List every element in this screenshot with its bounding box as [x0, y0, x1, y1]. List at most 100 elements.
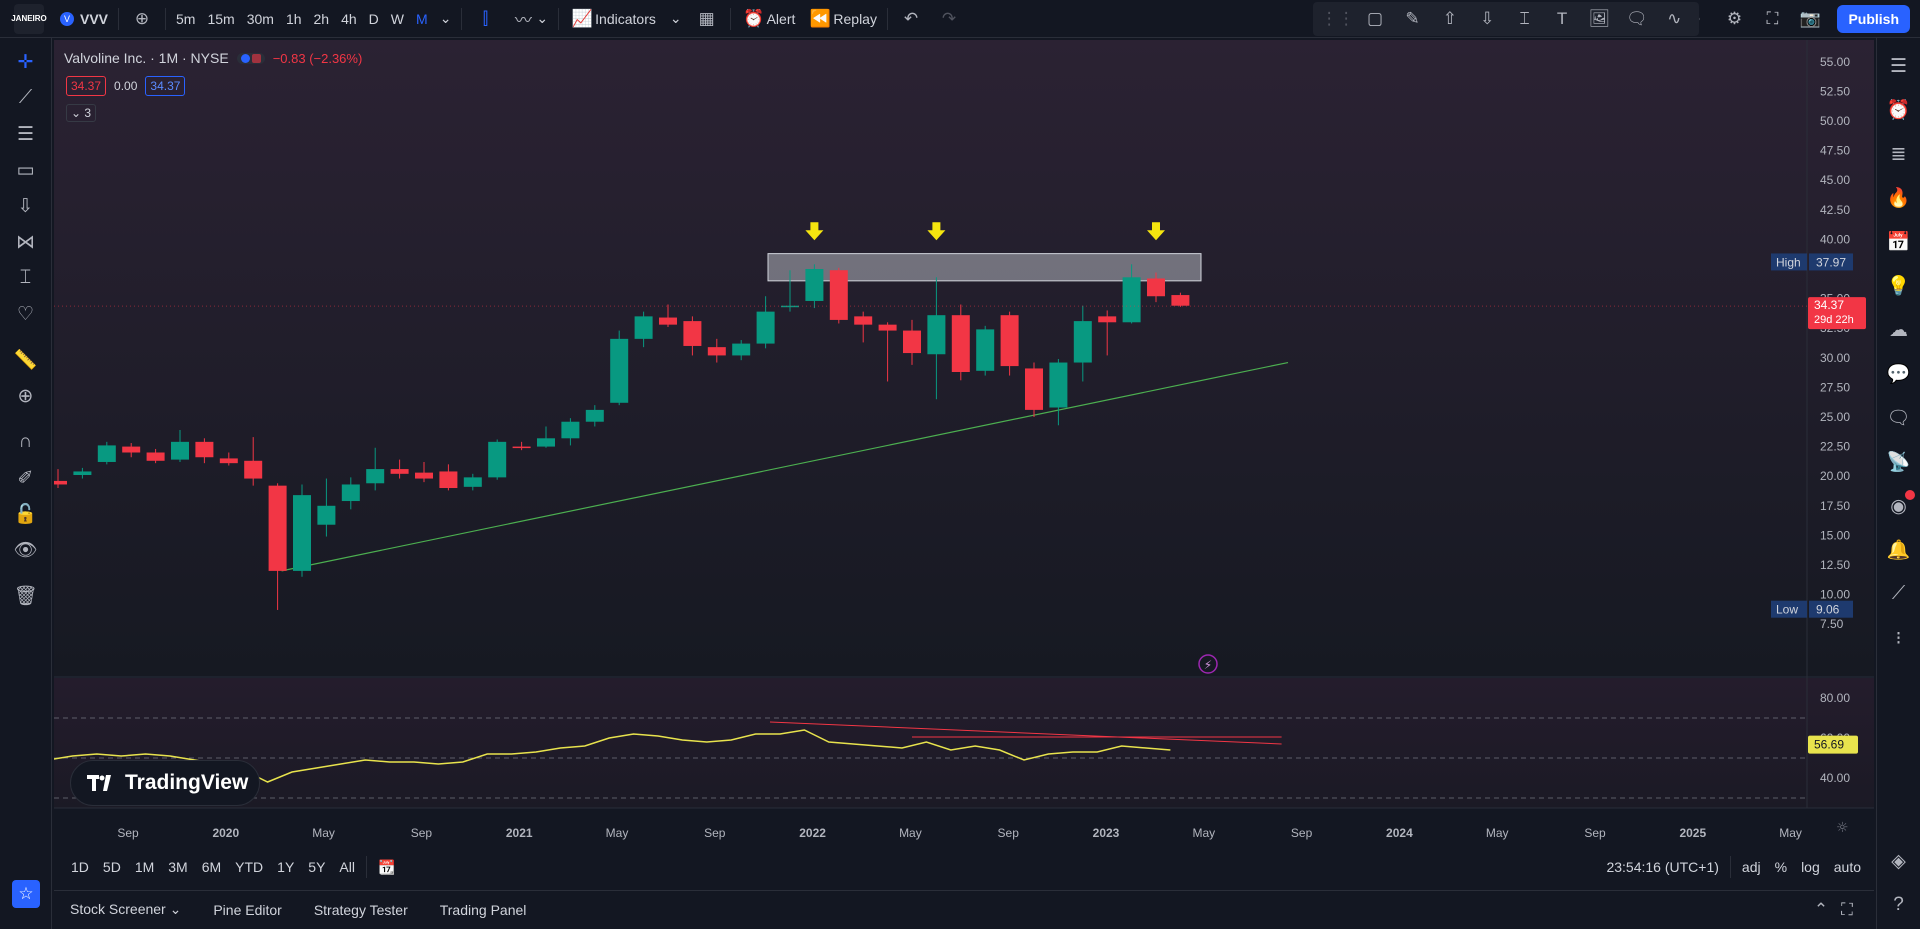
candle-body[interactable] [415, 472, 433, 479]
legend-title[interactable]: Valvoline Inc. · 1M · NYSE [64, 50, 229, 66]
support-trendline[interactable] [281, 361, 1289, 572]
interval-30m[interactable]: 30m [246, 10, 274, 27]
last-price-box[interactable] [1808, 297, 1866, 330]
undo-button[interactable]: ↶ [892, 0, 930, 38]
interval-d[interactable]: D [368, 10, 379, 27]
path-tool-icon[interactable]: ∿ [1667, 9, 1682, 28]
candle-body[interactable] [171, 441, 189, 460]
magnet-icon[interactable]: ∩ [18, 431, 33, 452]
maximize-panel-icon[interactable]: ⛶ [1841, 899, 1853, 919]
candle-body[interactable] [585, 409, 604, 422]
layers-icon[interactable]: ◈ [1891, 850, 1906, 872]
measure-range-icon[interactable]: ⌶ [19, 267, 32, 288]
notifications-bell-icon[interactable]: 🔔 [1886, 540, 1911, 561]
candle-body[interactable] [293, 495, 311, 571]
rsi-divergence-line[interactable] [769, 721, 1282, 745]
candle-body[interactable] [683, 321, 702, 346]
range-1d[interactable]: 1D [71, 859, 89, 875]
goto-date-button[interactable]: 📆 [371, 859, 402, 876]
dom-icon[interactable]: ⁝ [1895, 627, 1902, 649]
candle-body[interactable] [73, 471, 92, 475]
candle-body[interactable] [54, 480, 67, 485]
indicators-collapse-toggle[interactable]: ⌄ 3 [66, 104, 96, 122]
candle-body[interactable] [1171, 295, 1190, 306]
tradingview-watermark[interactable]: TradingView [70, 760, 260, 806]
chart-style-button[interactable]: 〰 ⌄ [504, 0, 554, 38]
user-avatar[interactable]: JANEIRO [11, 3, 47, 34]
arrow-up-tool-icon[interactable]: ⇧ [1442, 9, 1457, 28]
rsi-value-box[interactable] [1808, 735, 1858, 754]
alert-button[interactable]: ⏰ Alert [735, 0, 802, 38]
candle-body[interactable] [390, 469, 409, 474]
chart-type-button[interactable]: ⫿ [466, 0, 504, 38]
watchlist-icon[interactable]: ☰ [1889, 55, 1908, 77]
candle-body[interactable] [488, 441, 507, 478]
streams-cloud-icon[interactable]: ☁ [1889, 319, 1908, 341]
crosshair-icon[interactable]: ✛ [17, 51, 34, 73]
snapshot-button[interactable]: 📷 [1791, 0, 1829, 38]
drag-handle-icon[interactable]: ⋮⋮ [1320, 9, 1355, 28]
arrow-down-marker[interactable] [805, 222, 824, 241]
interval-2h[interactable]: 2h [313, 10, 330, 27]
fullscreen-button[interactable]: ⛶ [1753, 0, 1791, 38]
range-6m[interactable]: 6M [201, 859, 222, 875]
arrow-down-marker[interactable] [1147, 222, 1165, 241]
layouts-button[interactable]: ▦ [688, 0, 726, 38]
candle-body[interactable] [878, 324, 897, 331]
candle-body[interactable] [903, 330, 921, 354]
interval-1h[interactable]: 1h [285, 10, 302, 27]
interval-15m[interactable]: 15m [207, 10, 235, 27]
candle-body[interactable] [1000, 315, 1019, 367]
range-5d[interactable]: 5D [102, 859, 121, 875]
rectangle-tool-icon[interactable]: ▢ [1367, 9, 1384, 28]
interval-w[interactable]: W [390, 10, 405, 27]
interval-m[interactable]: M [416, 10, 428, 27]
percent-toggle[interactable]: % [1774, 859, 1788, 875]
candle-body[interactable] [97, 445, 116, 462]
candle-body[interactable] [854, 316, 873, 325]
panel-tab-pine-editor[interactable]: Pine Editor [213, 901, 282, 918]
range-all[interactable]: All [339, 859, 355, 875]
trading-icon[interactable]: ⟋ [1891, 583, 1906, 604]
fib-retracement-icon[interactable]: ☰ [16, 123, 35, 145]
stay-drawing-icon[interactable]: ✐ [17, 467, 34, 489]
candle-body[interactable] [1073, 321, 1092, 363]
range-ytd[interactable]: YTD [235, 859, 264, 875]
panel-tab-stock-screener[interactable]: Stock Screener ⌄ [54, 901, 197, 918]
candle-body[interactable] [1122, 277, 1141, 323]
range-1m[interactable]: 1M [134, 859, 155, 875]
trend-line-icon[interactable]: ⟋ [18, 87, 33, 108]
chats-icon[interactable]: 💬 [1886, 364, 1911, 385]
lightning-marker[interactable]: ⚡ [1198, 654, 1218, 674]
hotlist-flame-icon[interactable]: 🔥 [1886, 188, 1911, 209]
alerts-clock-icon[interactable]: ⏰ [1886, 100, 1911, 121]
redo-button[interactable]: ↷ [930, 0, 968, 38]
favorites-star-button[interactable]: ☆ [12, 880, 40, 908]
range-1y[interactable]: 1Y [277, 859, 295, 875]
arrow-marker-icon[interactable]: ⇩ [17, 195, 34, 217]
collapse-panel-icon[interactable]: ⌃ [1813, 899, 1829, 919]
object-tree-icon[interactable]: ≣ [1890, 143, 1907, 165]
candle-body[interactable] [707, 347, 726, 356]
range-5y[interactable]: 5Y [308, 859, 326, 875]
compare-symbol-button[interactable]: ⊕ [123, 0, 161, 38]
ideas-lightbulb-icon[interactable]: 💡 [1886, 276, 1911, 297]
candle-body[interactable] [122, 446, 141, 453]
calendar-icon[interactable]: 📅 [1886, 232, 1911, 253]
range-3m[interactable]: 3M [168, 859, 188, 875]
arrow-down-marker[interactable] [927, 222, 946, 241]
candle-body[interactable] [634, 316, 653, 339]
candle-body[interactable] [756, 311, 775, 344]
brush-tool-icon[interactable]: ✎ [1405, 9, 1420, 28]
ask-price[interactable]: 34.37 [145, 76, 186, 96]
trash-icon[interactable]: 🗑 [13, 586, 38, 607]
candle-body[interactable] [951, 315, 970, 373]
log-toggle[interactable]: log [1801, 859, 1820, 875]
replay-button[interactable]: ⏪ Replay [801, 0, 883, 38]
indicators-button[interactable]: 📈 Indicators ⌄ [563, 0, 687, 38]
candle-body[interactable] [317, 505, 336, 525]
candle-body[interactable] [146, 452, 165, 461]
candle-body[interactable] [732, 343, 751, 356]
publish-button[interactable]: Publish [1837, 4, 1910, 33]
candle-body[interactable] [927, 315, 946, 355]
